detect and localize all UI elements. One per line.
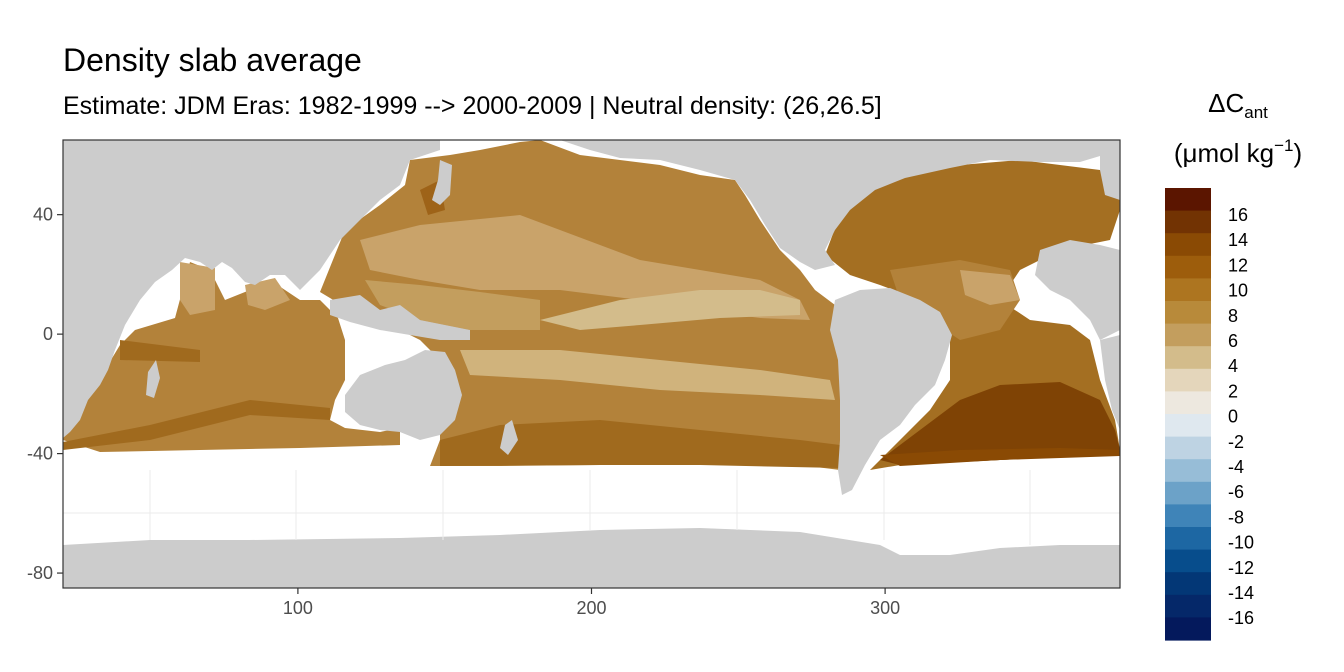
west-africa-land [1035,240,1120,340]
madagascar-land [146,360,160,398]
legend-swatch [1165,255,1211,279]
legend-swatch [1165,481,1211,505]
legend-label: -8 [1228,507,1244,527]
grid-lines [63,470,1120,545]
maritime-continent-land [330,295,470,340]
legend-label: 8 [1228,306,1238,326]
legend-swatch [1165,527,1211,551]
legend-label: 10 [1228,281,1248,301]
equatorial-pacific-field [540,290,800,330]
bay-of-bengal-field [245,278,290,310]
y-tick-label: 0 [43,324,53,344]
map-title: Density slab average [63,42,362,78]
legend-label: -2 [1228,432,1244,452]
legend-label: -14 [1228,583,1254,603]
legend-label: -12 [1228,558,1254,578]
equatorial-atlantic-field [960,270,1020,305]
legend-swatch [1165,391,1211,415]
legend: ΔCant (μmol kg−1) 16 14 12 10 8 6 4 2 0 -2 -4 -6 -8 -… [1165,88,1302,641]
japan-land [432,160,452,205]
land [63,140,1120,588]
legend-swatch [1165,210,1211,234]
legend-swatch [1165,459,1211,483]
legend-swatch [1165,301,1211,325]
legend-swatch [1165,323,1211,347]
x-tick-label: 300 [870,598,900,618]
legend-swatch [1165,504,1211,528]
greenland-land [1100,140,1120,200]
legend-unit: (μmol kg−1) [1174,136,1302,168]
legend-labels: 16 14 12 10 8 6 4 2 0 -2 -4 -6 -8 -10 -12 -14 -16 [1228,205,1254,628]
arabian-sea-field [180,262,215,315]
subantarctic-atlantic-band [880,448,1120,466]
legend-label: 2 [1228,381,1238,401]
south-pacific-field [460,350,835,400]
west-pacific-field [365,280,540,330]
indian-ocean-field [63,262,400,452]
legend-swatch [1165,188,1211,212]
legend-label: -16 [1228,608,1254,628]
southern-africa-land [1100,335,1120,430]
legend-swatch [1165,572,1211,596]
south-america-land [830,288,952,495]
legend-label: 14 [1228,230,1248,250]
legend-label: -4 [1228,457,1244,477]
south-atlantic-gyre [880,382,1120,465]
south-pacific-band [440,420,840,468]
legend-swatch [1165,617,1211,641]
map-subtitle: Estimate: JDM Eras: 1982-1999 --> 2000-2… [63,92,882,120]
y-tick-label: 40 [33,205,53,225]
south-indian-band [63,400,330,450]
north-america-land [560,140,1120,270]
antarctica-land [63,528,1120,588]
legend-swatch [1165,368,1211,392]
legend-swatch [1165,549,1211,573]
legend-swatch [1165,233,1211,257]
new-zealand-land [500,420,518,455]
map-panel [63,140,1120,588]
australia-land [345,350,462,440]
legend-label: 12 [1228,255,1248,275]
legend-label: -10 [1228,533,1254,553]
africa-eurasia-land [63,140,440,438]
legend-title: ΔCant [1208,88,1268,122]
legend-swatch [1165,278,1211,302]
legend-swatch [1165,594,1211,618]
x-tick-label: 100 [283,598,313,618]
legend-swatch [1165,414,1211,438]
y-tick-label: -40 [27,444,53,464]
legend-label: -6 [1228,482,1244,502]
legend-colorbar [1165,188,1211,641]
x-tick-label: 200 [576,598,606,618]
legend-swatch [1165,436,1211,460]
legend-label: 0 [1228,407,1238,427]
legend-label: 16 [1228,205,1248,225]
indian-ocean-band [120,340,200,362]
legend-label: 4 [1228,356,1238,376]
legend-label: 6 [1228,331,1238,351]
legend-swatch [1165,346,1211,370]
y-tick-label: -80 [27,563,53,583]
